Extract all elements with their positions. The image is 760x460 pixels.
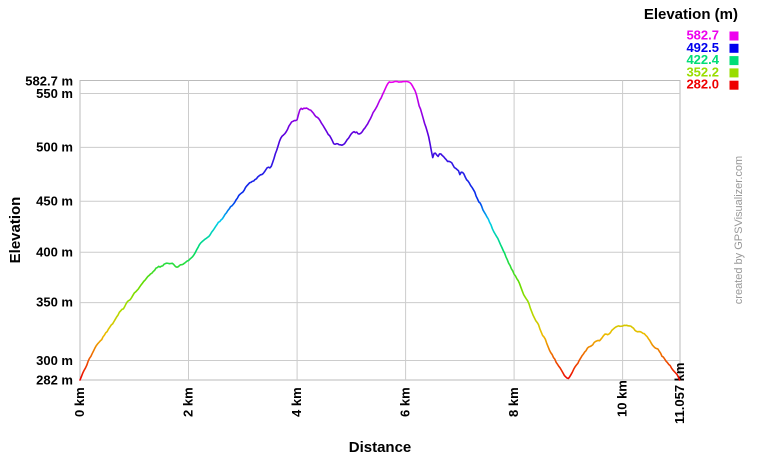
svg-text:0 km: 0 km bbox=[72, 387, 87, 417]
svg-text:8 km: 8 km bbox=[506, 387, 521, 417]
svg-text:300 m: 300 m bbox=[36, 353, 73, 368]
svg-text:450 m: 450 m bbox=[36, 194, 73, 209]
svg-text:created by GPSVisualizer.com: created by GPSVisualizer.com bbox=[733, 156, 745, 304]
svg-text:Elevation: Elevation bbox=[7, 197, 24, 264]
svg-text:350 m: 350 m bbox=[36, 295, 73, 310]
svg-text:2 km: 2 km bbox=[181, 387, 196, 417]
svg-text:Distance: Distance bbox=[349, 439, 412, 456]
svg-text:Elevation (m): Elevation (m) bbox=[644, 6, 738, 23]
svg-text:282.0: 282.0 bbox=[686, 77, 719, 92]
svg-text:10 km: 10 km bbox=[615, 380, 630, 417]
svg-text:4 km: 4 km bbox=[289, 387, 304, 417]
svg-text:500 m: 500 m bbox=[36, 140, 73, 155]
svg-text:400 m: 400 m bbox=[36, 245, 73, 260]
svg-text:550 m: 550 m bbox=[36, 86, 73, 101]
svg-text:282 m: 282 m bbox=[36, 373, 73, 388]
svg-text:6 km: 6 km bbox=[398, 387, 413, 417]
